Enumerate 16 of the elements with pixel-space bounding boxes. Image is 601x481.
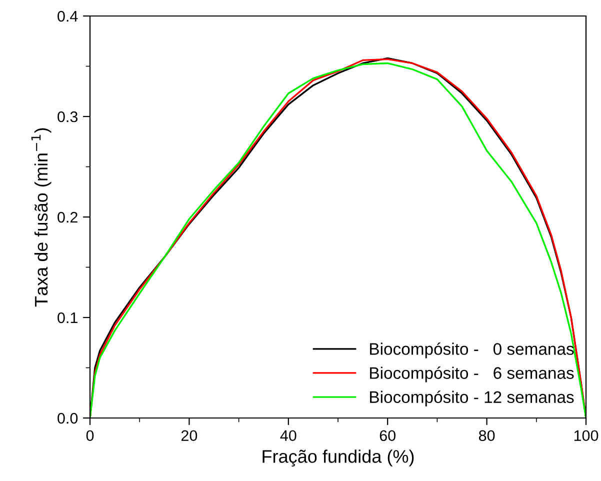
x-tick-label: 80 (478, 430, 495, 442)
legend-label: Biocompósito - 12 semanas (370, 390, 574, 406)
x-tick-label: 40 (280, 430, 296, 442)
x-tick-label: 60 (380, 430, 396, 442)
y-tick-label: 0.1 (58, 312, 78, 324)
y-tick-label: 0.3 (58, 111, 78, 122)
legend-label: Biocompósito - 0 semanas (370, 342, 574, 358)
x-tick-label: 20 (181, 430, 198, 442)
legend-label: Biocompósito - 6 semanas (370, 366, 574, 382)
y-tick-label: 0.0 (58, 412, 78, 424)
y-tick-label: 0.2 (58, 212, 78, 223)
y-tick-label: 0.4 (58, 10, 78, 22)
x-axis-title: Fração fundida (%) (262, 450, 414, 467)
y-axis-title: Taxa de fusão (min$^{−1}$) (31, 128, 52, 307)
x-tick-label: 0 (86, 430, 94, 442)
x-tick-label: 100 (574, 430, 598, 442)
